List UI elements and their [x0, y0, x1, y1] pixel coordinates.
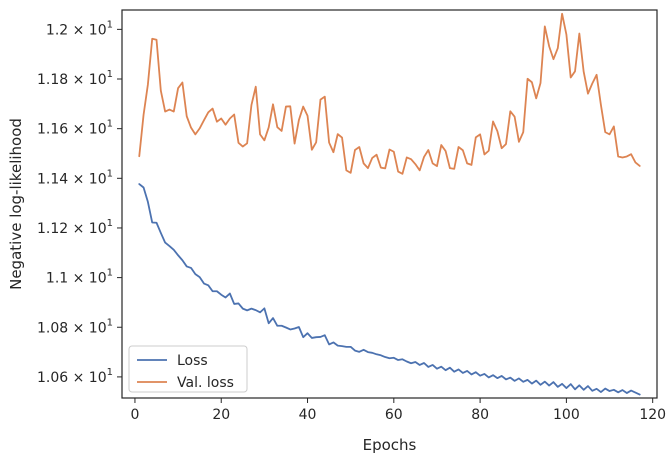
legend-label-loss: Loss: [177, 353, 208, 369]
x-tick-label: 20: [212, 407, 230, 423]
y-tick-label: 1.1 × 101: [46, 268, 113, 287]
legend-label-val-loss: Val. loss: [177, 375, 234, 391]
y-tick-label: 1.16 × 101: [37, 119, 113, 138]
plot-frame: [121, 9, 658, 399]
x-axis-ticks: 0 20 40 60 80 100 120: [130, 398, 666, 423]
y-tick-label: 1.2 × 101: [46, 19, 113, 38]
y-tick-label: 1.12 × 101: [37, 218, 113, 237]
y-axis-ticks: 1.06 × 101 1.08 × 101 1.1 × 101 1.12 × 101 1…: [37, 19, 122, 386]
y-tick-label: 1.08 × 101: [37, 317, 113, 336]
y-axis-label: Negative log-likelihood: [7, 118, 25, 290]
y-tick-label: 1.14 × 101: [37, 168, 113, 187]
x-tick-label: 120: [639, 407, 666, 423]
series-line-loss: [138, 183, 641, 396]
plot-background: [122, 10, 657, 398]
legend: Loss Val. loss: [128, 345, 248, 393]
legend-box: [128, 345, 248, 393]
x-tick-label: 0: [130, 407, 139, 423]
x-tick-label: 100: [553, 407, 580, 423]
series-line-val-loss: [138, 12, 641, 175]
y-tick-label: 1.18 × 101: [37, 69, 113, 88]
x-axis-label: Epochs: [363, 436, 417, 454]
x-tick-label: 80: [471, 407, 489, 423]
y-tick-label: 1.06 × 101: [37, 367, 113, 386]
series-layer: [138, 12, 641, 396]
x-tick-label: 40: [299, 407, 317, 423]
x-tick-label: 60: [385, 407, 403, 423]
